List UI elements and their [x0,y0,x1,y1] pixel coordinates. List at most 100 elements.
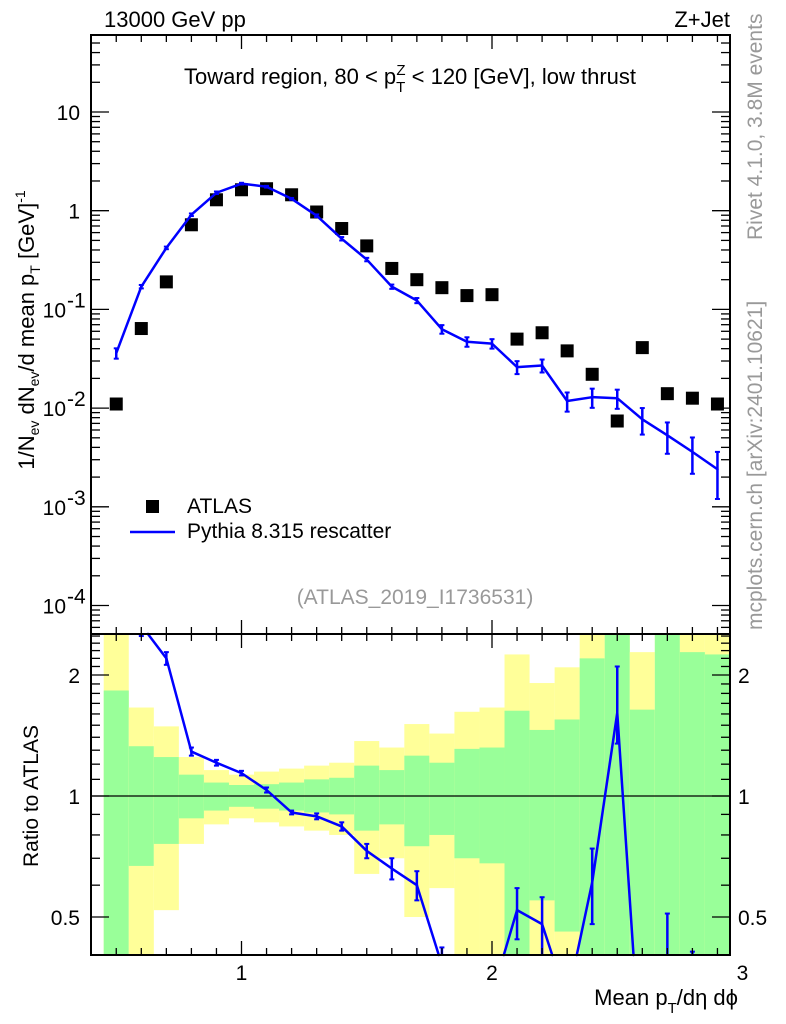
y-tick-base: 10 [43,398,66,421]
band-green [679,652,705,955]
legend-atlas-label: ATLAS [187,495,252,518]
pythia-line-segment [215,182,243,195]
band-green [429,762,455,835]
ratio-line-segment [616,711,635,957]
ratio-line-segment [502,908,519,957]
band-green [153,757,179,844]
atlas-data-point [235,183,248,197]
atlas-data-point [159,275,173,289]
pythia-line-segment [240,182,268,188]
header-energy-label: 13000 GeV pp [104,7,246,32]
header-process-label: Z+Jet [674,7,730,32]
pythia-line-segment [165,213,193,250]
y-tick-exponent: -2 [67,388,86,411]
y-tick-base: 10 [43,299,66,322]
band-green [529,729,555,901]
ratio-line-segment [146,632,168,660]
main-series [109,181,724,500]
atlas-data-point [335,222,349,236]
band-green [103,690,129,955]
atlas-data-point [610,414,624,428]
pythia-line-segment [440,327,469,344]
ratio-line-segment [315,815,343,828]
x-tick-label: 2 [486,962,498,985]
y-tick-label: 10 [43,398,66,421]
ratio-line-segment [265,788,293,814]
atlas-data-point [660,387,674,401]
pythia-line-segment [265,185,293,201]
atlas-data-point [510,332,524,346]
ratio-line-segment [575,881,594,957]
atlas-data-point [184,218,198,232]
ratio-line-segment [515,908,544,926]
rivet-version-label: Rivet 4.1.0, 3.8M events [744,14,767,240]
y-tick-label: 10 [57,102,80,125]
atlas-data-point [585,367,599,381]
ratio-y-tick-label: 0.5 [51,907,80,930]
ratio-line-segment [590,711,619,884]
pythia-line-segment [140,246,168,288]
x-tick-label: 1 [236,962,248,985]
y-tick-exponent: -3 [67,487,86,510]
y-tick-label: 10 [43,497,66,520]
atlas-data-point [635,341,649,355]
atlas-data-point [535,326,549,340]
ratio-line-segment [215,761,243,775]
analysis-id-label: (ATLAS_2019_I1736531) [297,586,534,609]
atlas-data-point [410,273,424,287]
ratio-line-segment [340,825,368,853]
band-green [479,747,505,864]
band-green [354,765,380,831]
band-green [379,770,405,825]
ratio-axis-label: Ratio to ATLAS [20,725,43,867]
ratio-plot-frame [90,633,731,956]
ratio-y-tick-label: 2 [68,665,80,688]
band-green [554,719,580,932]
y-tick-base: 1 [68,201,80,224]
ratio-line-segment [365,849,394,870]
pythia-line-segment [340,237,368,261]
pythia-line-segment [115,285,143,355]
ratio-y-tick-label-right: 1 [738,786,750,809]
pythia-line-segment [540,364,569,403]
pythia-line-segment [365,258,394,288]
atlas-data-point [710,397,724,411]
legend-pythia-label: Pythia 8.315 rescatter [187,520,391,543]
y-tick-label: 10 [43,299,66,322]
legend-atlas-marker [146,500,159,513]
pythia-line-segment [290,197,318,217]
y-tick-exponent: -1 [67,289,86,312]
atlas-data-point [560,344,574,358]
pythia-line-segment [616,396,644,421]
plot-title: Toward region, 80 < pTZ < 120 [GeV], low… [184,62,636,96]
pythia-line-segment [666,434,694,454]
atlas-data-point [385,261,399,275]
y-tick-base: 10 [43,596,66,619]
ratio-uncertainty-bands [103,634,730,955]
atlas-data-point [435,281,449,295]
x-axis-label: Mean pT/dη dϕ [594,985,738,1017]
atlas-data-point [109,397,123,411]
ratio-line-segment [415,883,441,957]
y-tick-label: 1 [68,201,80,224]
ratio-line-segment [540,922,554,957]
pythia-line-segment [565,395,594,403]
ratio-line-segment [190,750,218,764]
pythia-line-segment [190,191,218,216]
pythia-line-segment [490,342,519,369]
band-green [654,634,680,955]
pythia-line-segment [390,285,419,302]
band-green [404,755,430,847]
ratio-line-segment [165,657,193,753]
atlas-data-point [485,288,499,302]
pythia-line-segment [315,214,343,240]
ratio-line-segment [290,811,318,818]
band-green [704,654,730,955]
atlas-data-point [360,239,374,253]
pythia-line-segment [415,299,444,331]
pythia-line-segment [515,364,544,369]
main-plot-frame [90,34,731,635]
pythia-line-segment [465,340,494,345]
